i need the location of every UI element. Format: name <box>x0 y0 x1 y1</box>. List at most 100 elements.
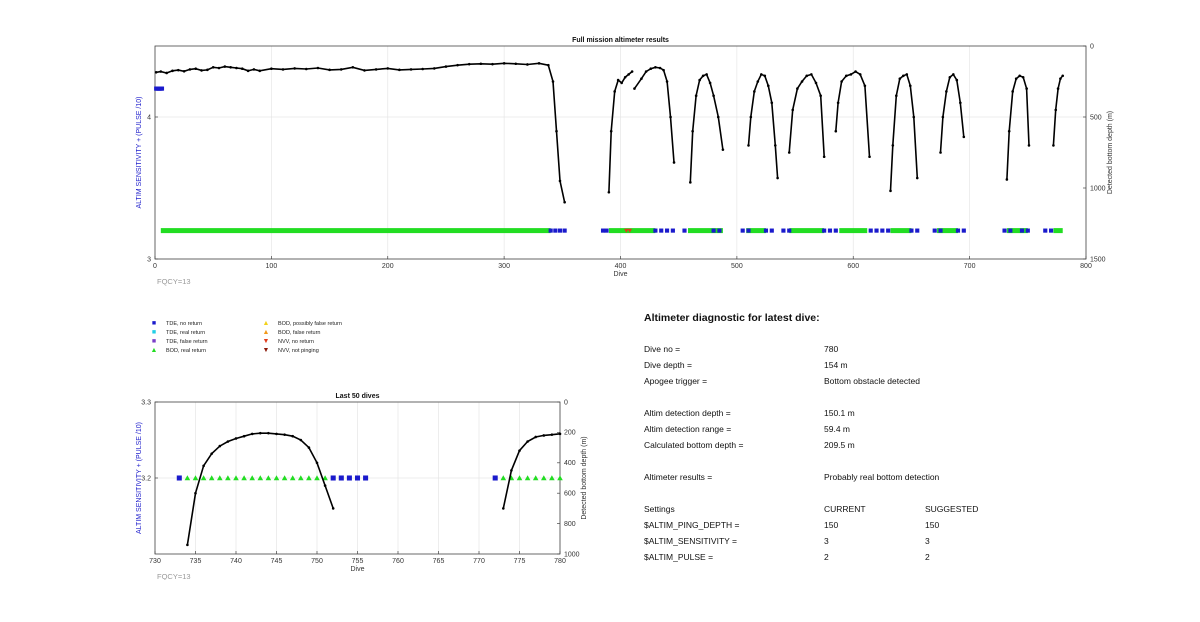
legend-label: BOD, possibly false return <box>278 321 342 327</box>
bottom-depth-point <box>226 440 230 443</box>
detection-range-value: 59.4 m <box>824 424 850 434</box>
bottom-depth-point <box>819 94 822 97</box>
bottom-depth-point <box>281 68 285 71</box>
bottom-depth-point <box>941 115 945 119</box>
bottom-depth-point <box>959 101 962 105</box>
bottom-depth-point <box>672 161 676 164</box>
bottom-depth-point <box>854 70 857 73</box>
tde-no-return-marker <box>1025 228 1030 233</box>
bod-real-return-band <box>160 228 551 234</box>
bottom-depth-point <box>669 115 672 119</box>
bod-real-return-marker <box>532 475 539 481</box>
bottom-depth-point <box>955 78 959 82</box>
bod-real-return-marker <box>217 475 223 481</box>
bottom-depth-point <box>159 70 163 73</box>
bod-real-return-marker <box>241 475 247 481</box>
bottom-depth-point <box>814 81 818 85</box>
legend-symbol-icon: ■ <box>151 329 157 336</box>
tde-no-return-marker <box>746 228 751 233</box>
bottom-depth-point <box>188 68 192 71</box>
bottom-depth-point <box>194 491 197 495</box>
bottom-depth-line <box>502 433 561 509</box>
bottom-depth-point <box>171 69 174 73</box>
bottom-depth-point <box>154 70 158 74</box>
tde-no-return-marker <box>787 228 792 233</box>
bottom-depth-point <box>223 65 227 68</box>
legend-label: TDE, false return <box>166 339 208 345</box>
x-tick-label: 700 <box>964 263 976 270</box>
bottom-depth-point <box>763 74 767 78</box>
y-right-tick-label: 800 <box>564 521 576 528</box>
bod-real-return-marker <box>500 475 507 481</box>
tde-no-return-marker <box>557 228 563 233</box>
bottom-depth-point <box>834 129 838 133</box>
bod-real-return-marker <box>281 475 288 481</box>
apogee-trigger-label: Apogee trigger = <box>644 376 708 386</box>
x-tick-label: 745 <box>271 558 283 565</box>
tde-no-return-marker <box>1002 228 1007 233</box>
bottom-depth-point <box>840 80 843 83</box>
y-axis-label: ALTIM SENSITIVITY + (PULSE /10) <box>136 422 143 534</box>
tde-no-return-marker <box>781 228 786 233</box>
bottom-depth-point <box>658 66 662 70</box>
bottom-depth-point <box>304 67 308 71</box>
bod-real-return-marker <box>208 475 215 481</box>
diagnostic-panel: Altimeter diagnostic for latest dive: Di… <box>644 312 1164 568</box>
y-tick-label: 4 <box>147 114 151 121</box>
y-right-tick-label: 0 <box>1090 43 1094 50</box>
pulse-label: $ALTIM_PULSE = <box>644 552 714 562</box>
tde-no-return-marker <box>653 228 658 233</box>
bottom-depth-point <box>1021 75 1025 79</box>
legend-item: ▲ BOD, possibly false return <box>262 320 342 327</box>
y-tick-label: 3 <box>147 256 151 263</box>
bottom-depth-point <box>316 66 320 70</box>
tde-no-return-marker <box>886 228 891 233</box>
bottom-depth-point <box>694 94 698 97</box>
bottom-depth-point <box>252 68 256 71</box>
bod-real-return-band <box>789 228 825 234</box>
pulse-suggested: 2 <box>925 552 930 562</box>
y-tick-label: 3.3 <box>141 399 151 406</box>
x-tick-label: 730 <box>149 558 161 565</box>
sensitivity-current: 3 <box>824 536 829 546</box>
bottom-depth-point <box>293 67 296 70</box>
tde-no-return-marker <box>1008 228 1013 233</box>
tde-no-return-marker <box>938 228 943 233</box>
bottom-depth-line <box>156 62 566 203</box>
y-right-axis-label: Detected bottom depth (m) <box>581 436 588 519</box>
bottom-depth-line <box>835 70 871 157</box>
x-tick-label: 770 <box>473 558 485 565</box>
bottom-depth-point <box>712 94 715 97</box>
bottom-depth-point <box>708 81 712 85</box>
y-right-tick-label: 200 <box>564 430 576 437</box>
y-right-tick-label: 1000 <box>1090 185 1106 192</box>
x-tick-label: 735 <box>190 558 202 565</box>
bod-real-return-band <box>937 228 958 234</box>
bottom-depth-point <box>891 144 895 147</box>
bod-real-return-marker <box>225 475 231 481</box>
settings-label: Settings <box>644 504 675 514</box>
bottom-depth-point <box>558 179 562 183</box>
legend-symbol-icon: ■ <box>151 320 157 327</box>
bod-real-return-band <box>839 228 868 234</box>
bottom-depth-point <box>444 65 448 68</box>
bottom-depth-point <box>665 80 669 83</box>
x-tick-label: 760 <box>392 558 404 565</box>
y-right-tick-label: 500 <box>1090 114 1102 121</box>
bottom-depth-point <box>766 84 770 88</box>
tde-no-return-marker <box>833 228 838 233</box>
bottom-depth-point <box>627 73 630 76</box>
bottom-depth-line <box>1006 74 1030 180</box>
bottom-depth-point <box>374 68 378 71</box>
bottom-depth-point <box>915 176 919 180</box>
x-tick-label: 500 <box>731 263 743 270</box>
legend-item: ▲ BOD, real return <box>150 347 207 354</box>
bottom-depth-point <box>526 63 529 66</box>
dive-no-label: Dive no = <box>644 344 681 354</box>
bottom-depth-point <box>721 148 725 151</box>
ping-depth-label: $ALTIM_PING_DEPTH = <box>644 520 740 530</box>
bottom-depth-point <box>898 77 902 80</box>
legend-symbol-icon: ▼ <box>262 338 270 345</box>
tde-no-return-marker <box>880 228 885 233</box>
bottom-depth-point <box>868 155 871 159</box>
